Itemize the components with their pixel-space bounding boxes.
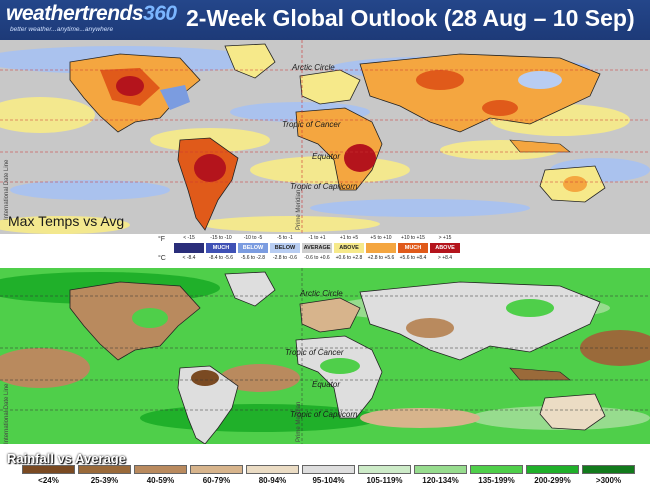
- temp-legend-swatch: [366, 243, 396, 253]
- rain-legend-label: 60-79%: [202, 476, 231, 485]
- page-title: 2-Week Global Outlook (28 Aug – 10 Sep): [186, 5, 635, 31]
- temp-legend-f-range: < -15: [183, 235, 195, 241]
- legend-unit-fahrenheit: °F: [158, 236, 166, 243]
- rain-legend-label: 80-94%: [258, 476, 287, 485]
- tropic-of-cancer-label: Tropic of Cancer: [282, 120, 341, 129]
- rain-legend-swatch: [302, 465, 355, 474]
- temp-legend-c-range: -0.6 to +0.6: [304, 255, 330, 261]
- temp-legend-f-range: -5 to -1: [277, 235, 293, 241]
- temp-legend-c-range: -2.8 to -0.6: [272, 255, 298, 261]
- tropic-of-capricorn-label: Tropic of Capricorn: [290, 182, 358, 191]
- arctic-circle-label: Arctic Circle: [292, 63, 335, 72]
- temp-legend-swatch: MUCH: [398, 243, 428, 253]
- rainfall-anomaly-map: Arctic Circle Tropic of Cancer Equator T…: [0, 268, 650, 444]
- rain-legend-swatch: [526, 465, 579, 474]
- temp-legend-swatch: AVERAGE: [302, 243, 332, 253]
- date-line-label: International Date Line: [4, 159, 10, 220]
- temp-legend-c-range: -8.4 to -5.6: [208, 255, 234, 261]
- temp-legend-swatch: BELOW: [238, 243, 268, 253]
- prime-meridian-label: Prime Meridian: [296, 189, 302, 230]
- arctic-circle-label-rain: Arctic Circle: [300, 289, 343, 298]
- temp-legend-c-range: +0.6 to +2.8: [335, 255, 363, 261]
- temp-legend-f-range: +1 to +5: [339, 235, 359, 241]
- temp-legend-swatch: MUCH: [206, 243, 236, 253]
- temp-legend-swatch: ABOVE: [430, 243, 460, 253]
- weathertrends-logo[interactable]: weathertrends360 better weather...anytim…: [6, 2, 177, 36]
- rain-legend-label: 120-134%: [422, 476, 459, 485]
- rain-legend-swatch: [78, 465, 131, 474]
- temp-legend-f-range: -10 to -5: [243, 235, 263, 241]
- temp-legend-c-range: < -8.4: [182, 255, 196, 261]
- rain-legend-swatch: [22, 465, 75, 474]
- rain-legend-swatch: [246, 465, 299, 474]
- temp-legend-c-range: -5.6 to -2.8: [240, 255, 266, 261]
- rain-legend-label: 200-299%: [534, 476, 571, 485]
- rain-legend-label: >300%: [595, 476, 622, 485]
- rain-legend-label: 25-39%: [90, 476, 119, 485]
- temp-legend-swatch: BELOW: [270, 243, 300, 253]
- logo-number-text: 360: [143, 2, 177, 25]
- temp-legend-swatch: ABOVE: [334, 243, 364, 253]
- rain-legend-swatch: [190, 465, 243, 474]
- temperature-map-graphic: [0, 40, 650, 234]
- rain-legend-swatch: [414, 465, 467, 474]
- equator-label: Equator: [312, 152, 341, 161]
- temperature-legend: °F °C < -15 < -8.4 -15 to -10 MUCH -8.4 to -…: [156, 234, 466, 267]
- logo-main-text: weathertrends: [6, 2, 144, 25]
- tropic-of-cancer-label-rain: Tropic of Cancer: [285, 348, 344, 357]
- rain-legend-label: <24%: [38, 476, 59, 485]
- prime-meridian-label-rain: Prime Meridian: [296, 401, 302, 442]
- rain-legend-label: 40-59%: [146, 476, 175, 485]
- header-bar: weathertrends360 better weather...anytim…: [0, 0, 650, 40]
- temp-legend-c-range: +2.8 to +5.6: [367, 255, 395, 261]
- tropic-of-capricorn-label-rain: Tropic of Capricorn: [290, 410, 358, 419]
- temp-legend-f-range: +5 to +10: [370, 235, 392, 241]
- rain-legend-swatch: [470, 465, 523, 474]
- logo-tagline: better weather...anytime...anywhere: [10, 26, 114, 33]
- temp-legend-c-range: +5.6 to +8.4: [399, 255, 427, 261]
- temp-legend-c-range: > +8.4: [437, 255, 453, 261]
- rain-legend-swatch: [582, 465, 635, 474]
- rainfall-map-caption: Rainfall vs Average: [7, 451, 126, 466]
- rain-legend-label: 135-199%: [478, 476, 515, 485]
- legend-unit-celsius: °C: [158, 255, 166, 262]
- temp-legend-f-range: -1 to +1: [308, 235, 326, 241]
- temp-legend-f-range: -15 to -10: [210, 235, 232, 241]
- rainfall-map-graphic: [0, 268, 650, 444]
- temp-legend-f-range: > +15: [438, 235, 452, 241]
- temp-legend-f-range: +10 to +15: [401, 235, 425, 241]
- temp-legend-swatch: [174, 243, 204, 253]
- equator-label-rain: Equator: [312, 380, 341, 389]
- rain-legend-swatch: [134, 465, 187, 474]
- temperature-map-caption: Max Temps vs Avg: [8, 213, 125, 229]
- rain-legend-swatch: [358, 465, 411, 474]
- rain-legend-label: 95-104%: [312, 476, 345, 485]
- rain-legend-label: 105-119%: [366, 476, 403, 485]
- date-line-label-rain: International Date Line: [4, 383, 10, 444]
- temperature-anomaly-map: Arctic Circle Tropic of Cancer Equator T…: [0, 40, 650, 234]
- rainfall-legend: <24% 25-39% 40-59% 60-79% 80-94% 95-104% 105-1…: [0, 465, 650, 489]
- logo-wordmark: weathertrends360: [6, 2, 177, 26]
